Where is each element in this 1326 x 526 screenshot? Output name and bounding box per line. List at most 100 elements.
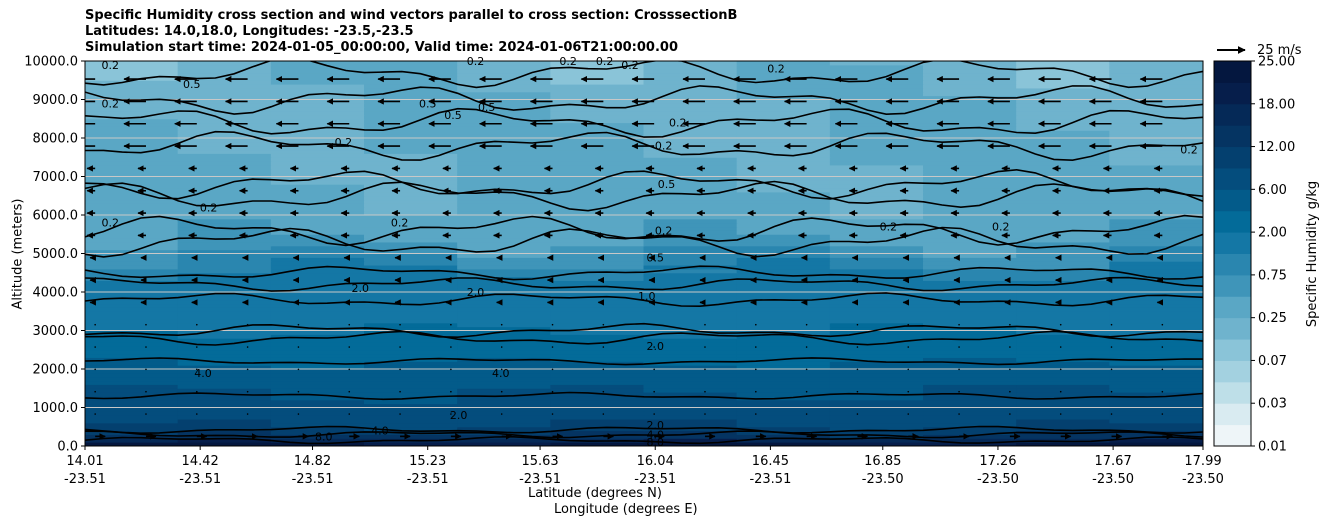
field-cell (177, 114, 272, 120)
field-cell (364, 191, 459, 197)
contour-line (85, 357, 1203, 366)
field-cell (643, 118, 738, 124)
field-cell (85, 256, 179, 262)
chart-title-line-3: Simulation start time: 2024-01-05_00:00:… (85, 40, 678, 55)
field-cell (457, 210, 552, 216)
field-cell (736, 160, 831, 166)
field-cell (1016, 291, 1111, 297)
wind-vector (94, 368, 96, 371)
field-cell (270, 380, 365, 385)
field-cell (1016, 133, 1111, 139)
field-cell (1016, 333, 1111, 339)
field-cell (736, 202, 831, 208)
contour-label: 0.2 (880, 221, 898, 234)
field-cell (457, 322, 552, 328)
field-cell (643, 156, 738, 162)
field-cell (736, 326, 831, 331)
field-cell (1016, 410, 1111, 416)
field-cell (177, 279, 272, 285)
field-cell (736, 199, 831, 204)
field-cell (736, 137, 831, 143)
field-cell (85, 114, 179, 120)
field-cell (550, 353, 645, 358)
field-cell (736, 118, 831, 124)
field-cell (550, 64, 645, 70)
field-cell (1016, 403, 1111, 408)
field-cell (177, 245, 272, 251)
field-cell (923, 160, 1018, 166)
field-cell (829, 410, 924, 416)
field-cell (923, 245, 1018, 251)
wind-vector (348, 413, 351, 415)
wind-vector (246, 368, 249, 371)
field-cell (736, 168, 831, 174)
field-cell (457, 141, 552, 147)
field-cell (1109, 183, 1203, 189)
field-cell (177, 337, 272, 343)
field-cell (85, 414, 179, 420)
field-cell (923, 399, 1018, 405)
field-cell (1016, 106, 1111, 112)
field-cell (177, 383, 272, 389)
field-cell (85, 102, 179, 108)
field-cell (1016, 387, 1111, 393)
wind-vector (1161, 413, 1164, 415)
wind-vector (755, 368, 757, 371)
field-cell (177, 368, 272, 374)
field-cell (550, 72, 645, 77)
field-cell (829, 399, 924, 405)
field-cell (643, 91, 738, 97)
field-cell (177, 295, 272, 301)
field-cell (270, 226, 365, 231)
field-cell (736, 295, 831, 301)
field-cell (85, 233, 179, 239)
field-cell (270, 437, 365, 443)
field-cell (364, 391, 459, 397)
field-cell (364, 72, 459, 77)
field-cell (457, 360, 552, 366)
field-cell (1016, 272, 1111, 278)
field-cell (829, 430, 924, 435)
field-cell (1109, 314, 1203, 320)
field-cell (364, 426, 459, 432)
field-cell (364, 272, 459, 278)
field-cell (177, 199, 272, 204)
wind-vector (907, 413, 910, 415)
field-cell (1109, 264, 1203, 270)
field-cell (457, 172, 552, 177)
field-cell (177, 87, 272, 93)
wind-vector (145, 346, 147, 348)
wind-vector (1009, 323, 1011, 326)
field-cell (364, 106, 459, 112)
field-cell (1109, 237, 1203, 243)
x-tick-label-lon: -23.50 (1182, 472, 1224, 487)
wind-vector (348, 323, 351, 326)
field-cell (177, 187, 272, 193)
wind-vector (450, 323, 452, 326)
field-cell (85, 372, 179, 378)
field-cell (829, 156, 924, 162)
colorbar-segment (1214, 403, 1251, 426)
field-cell (1109, 218, 1203, 224)
field-cell (643, 291, 738, 297)
field-cell (85, 141, 179, 147)
field-cell (270, 349, 365, 355)
wind-vector (755, 323, 757, 326)
field-cell (270, 268, 365, 274)
field-cell (550, 172, 645, 177)
humidity-field (85, 61, 1203, 446)
field-cell (923, 372, 1018, 378)
wind-vector (856, 346, 859, 348)
field-cell (829, 364, 924, 370)
field-cell (177, 376, 272, 382)
field-cell (177, 145, 272, 151)
field-cell (1109, 380, 1203, 385)
field-cell (177, 426, 272, 432)
field-cell (923, 195, 1018, 201)
field-cell (457, 387, 552, 393)
field-cell (923, 279, 1018, 285)
contour-label: 0.2 (621, 59, 639, 72)
field-cell (643, 133, 738, 139)
field-cell (364, 168, 459, 174)
